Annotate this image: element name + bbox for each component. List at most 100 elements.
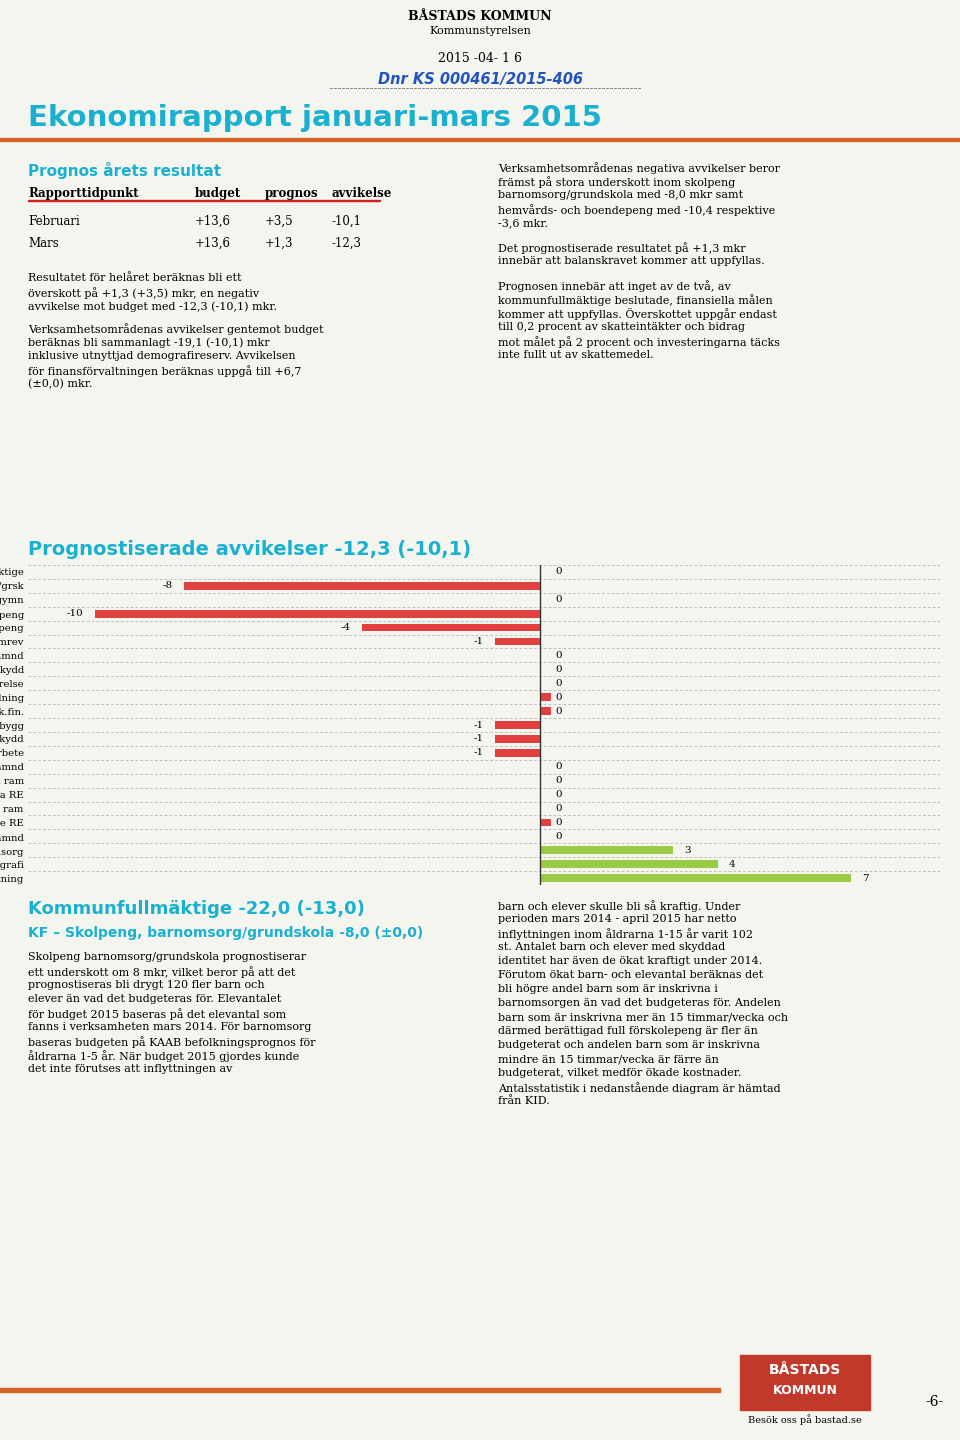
Text: mindre än 15 timmar/vecka är färre än: mindre än 15 timmar/vecka är färre än	[498, 1054, 719, 1064]
Bar	[495, 749, 540, 756]
Text: Ekonomirapport januari-mars 2015: Ekonomirapport januari-mars 2015	[28, 104, 602, 132]
Text: Antalsstatistik i nedanstående diagram är hämtad: Antalsstatistik i nedanstående diagram ä…	[498, 1081, 780, 1094]
Bar	[95, 611, 540, 618]
Bar	[183, 582, 540, 590]
Text: Resultatet för helåret beräknas bli ett: Resultatet för helåret beräknas bli ett	[28, 274, 242, 284]
Text: 3: 3	[684, 845, 691, 855]
Text: Mars: Mars	[28, 238, 59, 251]
Bar	[540, 707, 551, 714]
Text: avvikelse mot budget med -12,3 (-10,1) mkr.: avvikelse mot budget med -12,3 (-10,1) m…	[28, 301, 277, 311]
Text: prognos: prognos	[265, 187, 319, 200]
Text: därmed berättigad full förskolepeng är fler än: därmed berättigad full förskolepeng är f…	[498, 1025, 757, 1035]
Text: barn som är inskrivna mer än 15 timmar/vecka och: barn som är inskrivna mer än 15 timmar/v…	[498, 1012, 788, 1022]
Bar	[362, 624, 540, 631]
Bar	[0, 138, 960, 141]
Text: avvikelse: avvikelse	[332, 187, 393, 200]
Bar	[495, 734, 540, 743]
Text: 4: 4	[729, 860, 735, 868]
Text: från KID.: från KID.	[498, 1096, 550, 1106]
Text: -4: -4	[341, 624, 350, 632]
Text: Prognosen innebär att inget av de två, av: Prognosen innebär att inget av de två, a…	[498, 279, 731, 292]
Text: 0: 0	[555, 804, 562, 814]
Text: överskott på +1,3 (+3,5) mkr, en negativ: överskott på +1,3 (+3,5) mkr, en negativ	[28, 287, 259, 300]
Bar	[495, 638, 540, 645]
Text: beräknas bli sammanlagt -19,1 (-10,1) mkr: beräknas bli sammanlagt -19,1 (-10,1) mk…	[28, 337, 270, 347]
Text: budgeterat och andelen barn som är inskrivna: budgeterat och andelen barn som är inskr…	[498, 1040, 760, 1050]
Text: Det prognostiserade resultatet på +1,3 mkr: Det prognostiserade resultatet på +1,3 m…	[498, 242, 746, 253]
Text: Kommunstyrelsen: Kommunstyrelsen	[429, 26, 531, 36]
Text: +3,5: +3,5	[265, 215, 294, 228]
Text: mot målet på 2 procent och investeringarna täcks: mot målet på 2 procent och investeringar…	[498, 336, 780, 348]
Text: perioden mars 2014 - april 2015 har netto: perioden mars 2014 - april 2015 har nett…	[498, 914, 736, 924]
Text: Prognostiserade avvikelser -12,3 (-10,1): Prognostiserade avvikelser -12,3 (-10,1)	[28, 540, 471, 559]
Text: till 0,2 procent av skatteintäkter och bidrag: till 0,2 procent av skatteintäkter och b…	[498, 323, 745, 333]
Text: för finansförvaltningen beräknas uppgå till +6,7: för finansförvaltningen beräknas uppgå t…	[28, 364, 301, 377]
Text: KOMMUN: KOMMUN	[773, 1384, 837, 1397]
Text: -1: -1	[474, 749, 484, 757]
Text: barn och elever skulle bli så kraftig. Under: barn och elever skulle bli så kraftig. U…	[498, 900, 740, 912]
Text: Februari: Februari	[28, 215, 80, 228]
Bar	[540, 874, 851, 881]
Text: -10: -10	[67, 609, 84, 618]
Text: Förutom ökat barn- och elevantal beräknas det: Förutom ökat barn- och elevantal beräkna…	[498, 971, 763, 981]
Bar	[540, 818, 551, 827]
Text: det inte förutses att inflyttningen av: det inte förutses att inflyttningen av	[28, 1064, 232, 1074]
Text: -12,3: -12,3	[332, 238, 362, 251]
Text: Skolpeng barnomsorg/grundskola prognostiserar: Skolpeng barnomsorg/grundskola prognosti…	[28, 952, 306, 962]
Text: barnomsorgen än vad det budgeteras för. Andelen: barnomsorgen än vad det budgeteras för. …	[498, 998, 780, 1008]
Text: elever än vad det budgeteras för. Elevantalet: elever än vad det budgeteras för. Elevan…	[28, 994, 281, 1004]
Text: inflyttningen inom åldrarna 1-15 år varit 102: inflyttningen inom åldrarna 1-15 år vari…	[498, 927, 753, 940]
Text: bli högre andel barn som är inskrivna i: bli högre andel barn som är inskrivna i	[498, 984, 718, 994]
Text: barnomsorg/grundskola med -8,0 mkr samt: barnomsorg/grundskola med -8,0 mkr samt	[498, 190, 743, 200]
Text: -3,6 mkr.: -3,6 mkr.	[498, 217, 548, 228]
Bar	[740, 1355, 870, 1410]
Text: åldrarna 1-5 år. När budget 2015 gjordes kunde: åldrarna 1-5 år. När budget 2015 gjordes…	[28, 1050, 300, 1061]
Text: Dnr KS 000461/2015-406: Dnr KS 000461/2015-406	[377, 72, 583, 86]
Bar	[28, 200, 380, 202]
Text: 0: 0	[555, 707, 562, 716]
Text: för budget 2015 baseras på det elevantal som: för budget 2015 baseras på det elevantal…	[28, 1008, 286, 1020]
Text: -8: -8	[162, 582, 173, 590]
Text: 0: 0	[555, 651, 562, 660]
Text: budget: budget	[195, 187, 241, 200]
Text: baseras budgeten på KAAB befolkningsprognos för: baseras budgeten på KAAB befolkningsprog…	[28, 1035, 316, 1048]
Text: Besök oss på bastad.se: Besök oss på bastad.se	[748, 1414, 862, 1426]
Text: fanns i verksamheten mars 2014. För barnomsorg: fanns i verksamheten mars 2014. För barn…	[28, 1022, 311, 1032]
Text: innebär att balanskravet kommer att uppfyllas.: innebär att balanskravet kommer att uppf…	[498, 256, 764, 266]
Text: inklusive utnyttjad demografireserv. Avvikelsen: inklusive utnyttjad demografireserv. Avv…	[28, 351, 296, 361]
Text: +13,6: +13,6	[195, 238, 231, 251]
Text: +13,6: +13,6	[195, 215, 231, 228]
Text: (±0,0) mkr.: (±0,0) mkr.	[28, 379, 92, 389]
Bar	[0, 1388, 720, 1392]
Text: inte fullt ut av skattemedel.: inte fullt ut av skattemedel.	[498, 350, 654, 360]
Bar	[540, 847, 673, 854]
Text: -1: -1	[474, 720, 484, 730]
Text: 0: 0	[555, 665, 562, 674]
Text: prognostiseras bli drygt 120 fler barn och: prognostiseras bli drygt 120 fler barn o…	[28, 981, 265, 991]
Text: identitet har även de ökat kraftigt under 2014.: identitet har även de ökat kraftigt unde…	[498, 956, 762, 966]
Text: -1: -1	[474, 734, 484, 743]
Text: -10,1: -10,1	[332, 215, 362, 228]
Text: 0: 0	[555, 595, 562, 605]
Text: kommer att uppfyllas. Överskottet uppgår endast: kommer att uppfyllas. Överskottet uppgår…	[498, 308, 777, 320]
Text: KF – Skolpeng, barnomsorg/grundskola -8,0 (±0,0): KF – Skolpeng, barnomsorg/grundskola -8,…	[28, 926, 423, 940]
Text: BÅSTADS: BÅSTADS	[769, 1364, 841, 1377]
Text: 0: 0	[555, 567, 562, 576]
Text: kommunfullmäktige beslutade, finansiella målen: kommunfullmäktige beslutade, finansiella…	[498, 294, 773, 305]
Text: Verksamhetsområdenas avvikelser gentemot budget: Verksamhetsområdenas avvikelser gentemot…	[28, 323, 324, 336]
Text: 0: 0	[555, 776, 562, 785]
Text: 0: 0	[555, 693, 562, 701]
Text: 7: 7	[862, 874, 869, 883]
Text: budgeterat, vilket medför ökade kostnader.: budgeterat, vilket medför ökade kostnade…	[498, 1068, 741, 1079]
Text: 0: 0	[555, 791, 562, 799]
Text: hemvårds- och boendepeng med -10,4 respektive: hemvårds- och boendepeng med -10,4 respe…	[498, 204, 776, 216]
Text: ett underskott om 8 mkr, vilket beror på att det: ett underskott om 8 mkr, vilket beror på…	[28, 966, 296, 978]
Text: 2015 -04- 1 6: 2015 -04- 1 6	[438, 52, 522, 65]
Text: 0: 0	[555, 762, 562, 772]
Text: +1,3: +1,3	[265, 238, 294, 251]
Text: BÅSTADS KOMMUN: BÅSTADS KOMMUN	[408, 10, 552, 23]
Text: 0: 0	[555, 832, 562, 841]
Bar	[495, 721, 540, 729]
Text: Verksamhetsområdenas negativa avvikelser beror: Verksamhetsområdenas negativa avvikelser…	[498, 161, 780, 174]
Bar	[540, 693, 551, 701]
